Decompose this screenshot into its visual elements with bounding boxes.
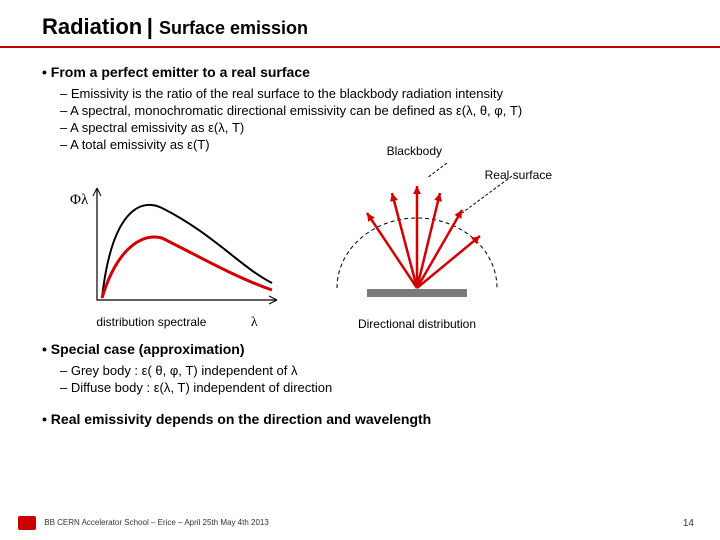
footer-left-group: BB CERN Accelerator School – Erice – Apr… <box>18 516 269 530</box>
page-number: 14 <box>683 518 694 529</box>
section3-heading: • Real emissivity depends on the directi… <box>42 411 690 427</box>
title-sub: Surface emission <box>159 18 308 38</box>
section1-heading: • From a perfect emitter to a real surfa… <box>42 64 690 80</box>
section2-item: – Grey body : ε( θ, φ, T) independent of… <box>60 363 690 378</box>
cea-logo-icon <box>18 516 36 530</box>
title-bar: Radiation | Surface emission <box>0 0 720 48</box>
footer-left: BB CERN Accelerator School <box>44 518 149 527</box>
section2-item: – Diffuse body : ε(λ, T) independent of … <box>60 380 690 395</box>
body: • From a perfect emitter to a real surfa… <box>0 48 720 427</box>
figure-spectral: Φλ distribution spectrale λ <box>72 178 282 331</box>
realsurface-label: Real surface <box>485 168 552 182</box>
footer-mid: – Erice – April 25th May 4th 2013 <box>151 518 269 527</box>
section1-item: – Emissivity is the ratio of the real su… <box>60 86 690 101</box>
directional-caption: Directional distribution <box>312 317 522 331</box>
title-main: Radiation <box>42 14 142 39</box>
ylabel-phi-lambda: Φλ <box>70 192 88 209</box>
xlabel-lambda: λ <box>251 315 258 330</box>
footer: BB CERN Accelerator School – Erice – Apr… <box>0 516 720 530</box>
section1-item: – A total emissivity as ε(T) <box>60 137 690 152</box>
section1-item: – A spectral emissivity as ε(λ, T) <box>60 120 690 135</box>
title-sep: | <box>147 14 159 39</box>
figure-directional: Blackbody Real surface Directional distr… <box>312 158 522 331</box>
section1-item: – A spectral, monochromatic directional … <box>60 103 690 118</box>
blackbody-label: Blackbody <box>387 144 442 158</box>
figure-row: Φλ distribution spectrale λ Blackbody Re… <box>72 158 690 331</box>
section2-heading: • Special case (approximation) <box>42 341 690 357</box>
spectral-chart <box>72 178 282 308</box>
spectral-caption: distribution spectrale <box>96 315 206 329</box>
